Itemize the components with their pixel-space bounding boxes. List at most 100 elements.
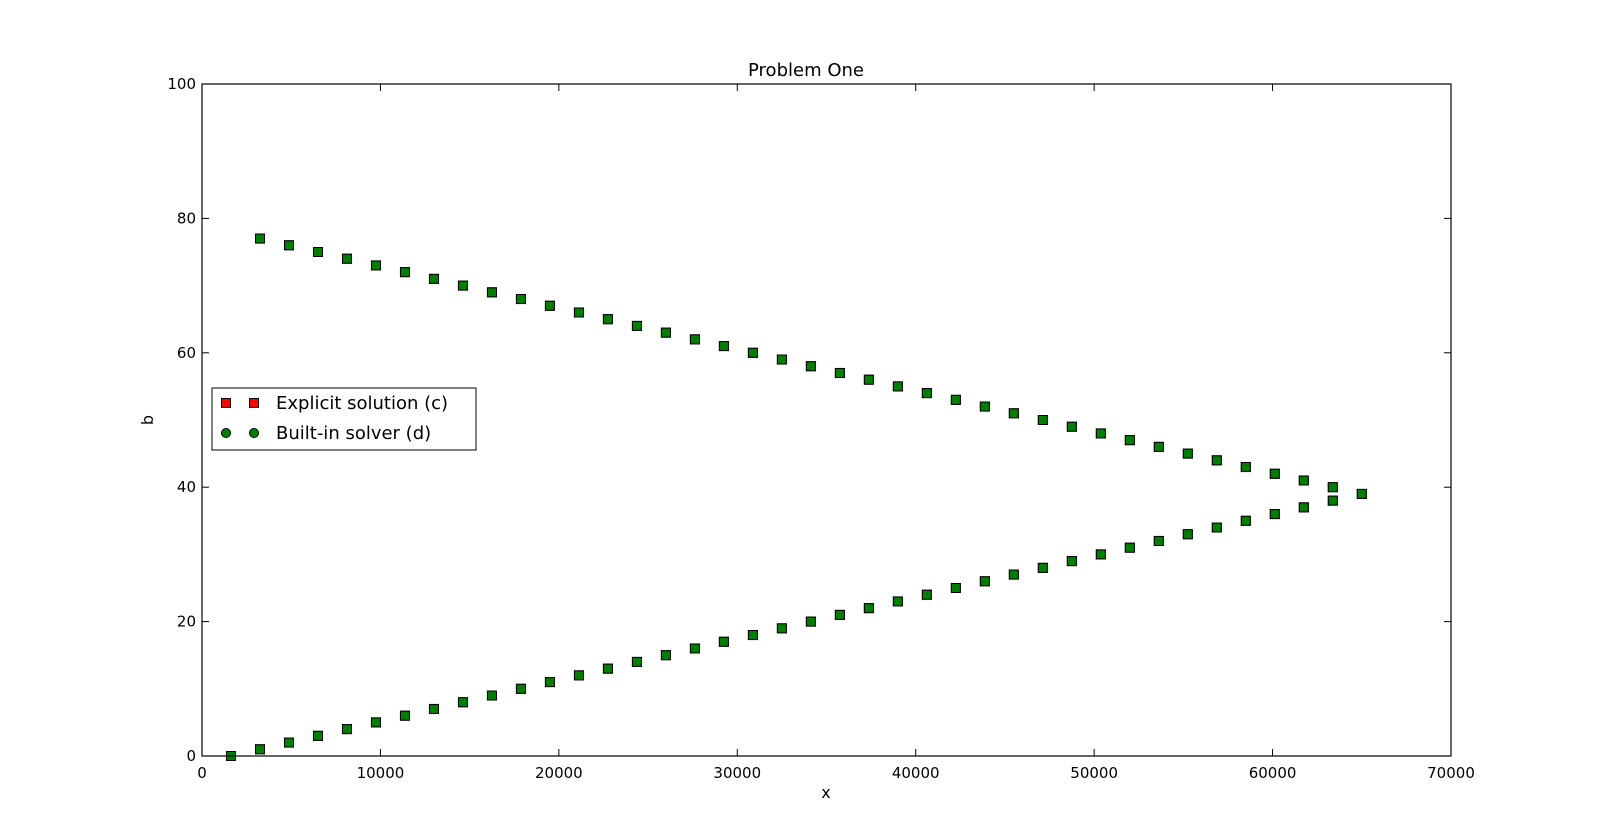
data-point bbox=[1008, 569, 1019, 580]
data-point bbox=[1095, 549, 1106, 560]
x-tick-label: 40000 bbox=[892, 764, 940, 782]
y-tick-label: 80 bbox=[177, 209, 196, 227]
data-point bbox=[1298, 475, 1309, 486]
data-point bbox=[1008, 408, 1019, 419]
data-point bbox=[805, 616, 816, 627]
data-point bbox=[399, 267, 410, 278]
data-point bbox=[776, 623, 787, 634]
data-point bbox=[892, 381, 903, 392]
data-point bbox=[341, 724, 352, 735]
data-point bbox=[1269, 468, 1280, 479]
data-point bbox=[805, 361, 816, 372]
data-point bbox=[631, 320, 642, 331]
data-point bbox=[428, 703, 439, 714]
data-point bbox=[1037, 415, 1048, 425]
data-point bbox=[1356, 488, 1367, 499]
x-tick-label: 0 bbox=[197, 764, 207, 782]
data-point bbox=[921, 388, 932, 399]
y-axis-ticks: 0 20 40 60 80 100 bbox=[167, 75, 1451, 765]
data-point bbox=[1124, 435, 1135, 446]
data-point bbox=[776, 354, 787, 365]
legend-marker bbox=[221, 428, 231, 438]
data-point bbox=[950, 583, 961, 593]
data-point bbox=[602, 663, 613, 674]
legend-marker bbox=[221, 398, 231, 408]
data-point bbox=[1066, 556, 1077, 567]
data-point bbox=[1269, 509, 1280, 520]
legend-entry: Explicit solution (c) bbox=[221, 393, 448, 414]
legend-label: Built-in solver (d) bbox=[276, 423, 431, 444]
data-point bbox=[370, 717, 381, 728]
legend-entries: Explicit solution (c) Built-in solver (d) bbox=[221, 393, 448, 444]
data-point bbox=[1037, 562, 1048, 573]
data-point bbox=[283, 737, 294, 748]
legend-marker bbox=[249, 428, 259, 438]
data-point bbox=[660, 650, 671, 661]
x-tick-label: 30000 bbox=[713, 764, 761, 782]
data-point bbox=[747, 630, 758, 641]
data-point bbox=[544, 300, 555, 311]
data-point bbox=[718, 341, 729, 352]
y-tick-label: 0 bbox=[186, 747, 196, 765]
x-tick-label: 50000 bbox=[1070, 764, 1118, 782]
x-tick-label: 10000 bbox=[357, 764, 405, 782]
data-point bbox=[457, 697, 468, 708]
data-point bbox=[1182, 529, 1193, 540]
data-point bbox=[921, 589, 932, 600]
series-2 bbox=[225, 233, 1367, 761]
data-point bbox=[979, 401, 990, 412]
y-tick-label: 60 bbox=[177, 344, 196, 362]
data-point bbox=[1095, 428, 1106, 439]
legend: Explicit solution (c) Built-in solver (d) bbox=[211, 387, 477, 451]
x-tick-label: 60000 bbox=[1249, 764, 1297, 782]
data-point bbox=[515, 294, 526, 305]
data-point bbox=[515, 683, 526, 694]
data-point bbox=[1153, 535, 1164, 546]
data-point bbox=[631, 656, 642, 667]
data-point bbox=[1240, 515, 1251, 526]
data-point bbox=[1240, 462, 1251, 473]
data-point bbox=[718, 636, 729, 647]
data-point bbox=[486, 287, 497, 298]
data-point bbox=[457, 280, 468, 291]
data-point bbox=[1211, 455, 1222, 466]
legend-label: Explicit solution (c) bbox=[276, 393, 448, 414]
data-point bbox=[312, 730, 323, 741]
data-point bbox=[1211, 522, 1222, 533]
data-point bbox=[892, 596, 903, 607]
data-point bbox=[689, 643, 700, 654]
y-axis-label: b bbox=[138, 415, 157, 425]
data-point bbox=[486, 690, 497, 701]
y-tick-label: 40 bbox=[177, 478, 196, 496]
legend-marker bbox=[249, 398, 259, 408]
data-point bbox=[573, 307, 584, 318]
data-point bbox=[747, 347, 758, 358]
data-markers bbox=[225, 233, 1367, 761]
data-point bbox=[341, 253, 352, 264]
data-point bbox=[863, 603, 874, 614]
data-point bbox=[834, 367, 845, 378]
data-point bbox=[863, 374, 874, 385]
x-tick-label: 20000 bbox=[535, 764, 583, 782]
data-point bbox=[399, 710, 410, 721]
y-tick-label: 20 bbox=[177, 613, 196, 631]
data-point bbox=[1327, 482, 1338, 493]
x-tick-label: 70000 bbox=[1427, 764, 1475, 782]
data-point bbox=[254, 744, 265, 755]
data-point bbox=[689, 334, 700, 345]
data-point bbox=[283, 240, 294, 251]
data-point bbox=[950, 394, 961, 405]
chart-title: Problem One bbox=[748, 60, 864, 81]
x-axis-label: x bbox=[821, 783, 830, 802]
legend-entry: Built-in solver (d) bbox=[221, 423, 431, 444]
data-point bbox=[602, 314, 613, 325]
data-point bbox=[1153, 441, 1164, 452]
data-point bbox=[1182, 448, 1193, 459]
data-point bbox=[312, 247, 323, 257]
data-point bbox=[979, 576, 990, 587]
data-point bbox=[254, 233, 265, 244]
data-point bbox=[834, 609, 845, 620]
data-point bbox=[660, 327, 671, 338]
